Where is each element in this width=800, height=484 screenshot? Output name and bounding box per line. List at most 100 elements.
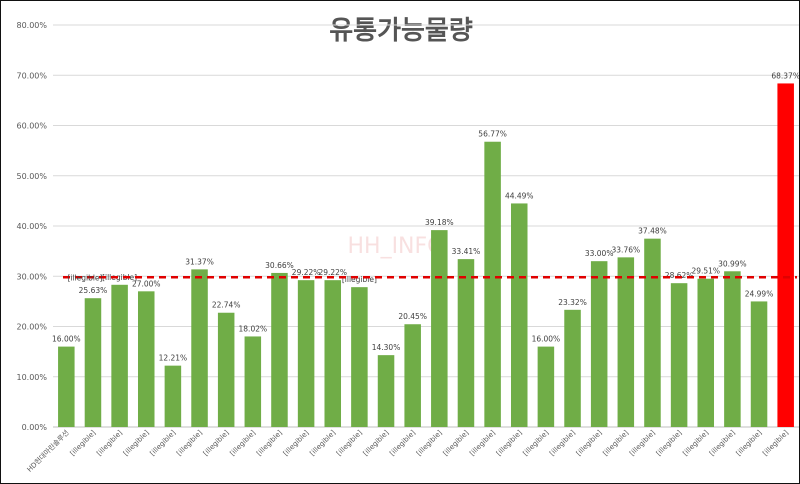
data-label: 24.99% (745, 289, 774, 298)
bar (351, 287, 368, 427)
bar (404, 324, 421, 427)
data-label: 27.00% (132, 279, 161, 288)
bar (724, 271, 741, 427)
average-line: [illegible] (63, 273, 797, 282)
y-tick-label: 80.00% (16, 21, 47, 30)
x-tick-label: [illegible] (575, 429, 604, 458)
y-tick-label: 30.00% (16, 272, 47, 281)
x-tick-label: [illegible] (655, 429, 684, 458)
data-label: 29.22% (292, 268, 321, 277)
y-tick-label: 20.00% (16, 323, 47, 332)
y-tick-label: 0.00% (22, 423, 48, 432)
bar (58, 346, 75, 427)
x-tick-label: [illegible] (255, 429, 284, 458)
data-label: 30.99% (718, 259, 747, 268)
bar (670, 283, 688, 427)
x-tick-label: [illegible] (388, 429, 417, 458)
y-tick-label: 10.00% (16, 373, 47, 382)
bar (271, 272, 288, 427)
y-tick-label: 70.00% (16, 71, 47, 80)
bar (697, 278, 715, 427)
x-tick-label: [illegible] (442, 429, 471, 458)
data-label: [illegible] (102, 273, 137, 282)
x-tick-label: [illegible] (175, 429, 204, 458)
data-label: 56.77% (478, 130, 507, 139)
bar (644, 238, 661, 427)
data-label: 22.74% (212, 301, 241, 310)
data-label: 44.49% (505, 191, 534, 200)
data-label: 68.37% (771, 71, 800, 80)
data-label: 16.00% (532, 335, 561, 344)
x-tick-label: [illegible] (601, 429, 630, 458)
bar (137, 291, 155, 427)
y-tick-label: 60.00% (16, 122, 47, 131)
x-tick-label: [illegible] (228, 429, 257, 458)
bar (111, 284, 128, 427)
data-label: 28.62% (665, 271, 694, 280)
x-tick-label: [illegible] (735, 429, 764, 458)
bar (324, 280, 342, 427)
bar (510, 203, 528, 427)
x-tick-label: [illegible] (495, 429, 524, 458)
data-label: 33.76% (612, 245, 641, 254)
data-label: 18.02% (239, 324, 268, 333)
x-tick-label: [illegible] (282, 429, 311, 458)
x-tick-label: [illegible] (761, 429, 790, 458)
bar (484, 141, 501, 427)
x-tick-label: [illegible] (522, 429, 551, 458)
data-label: 23.32% (558, 298, 587, 307)
bar (590, 261, 608, 427)
data-label: 29.51% (691, 267, 720, 276)
data-label: 20.45% (398, 312, 427, 321)
x-tick-label: [illegible] (415, 429, 444, 458)
x-tick-label: [illegible] (362, 429, 391, 458)
x-tick-label: [illegible] (202, 429, 231, 458)
x-tick-label: [illegible] (468, 429, 497, 458)
data-label: 12.21% (159, 354, 188, 363)
data-label: 33.41% (452, 247, 481, 256)
data-label: 14.30% (372, 343, 401, 352)
data-label: 39.18% (425, 218, 454, 227)
data-label: 29.22% (318, 268, 347, 277)
x-tick-label: [illegible] (548, 429, 577, 458)
bar (750, 301, 768, 427)
x-tick-label: [illegible] (149, 429, 178, 458)
data-label: 31.37% (185, 257, 214, 266)
data-label: 37.48% (638, 227, 667, 236)
bars (58, 83, 794, 428)
data-label: 25.63% (79, 286, 108, 295)
data-label: 16.00% (52, 335, 81, 344)
x-tick-label: HD현대마린솔루션 (25, 428, 71, 474)
data-label: [illegible] (342, 275, 377, 284)
bar (164, 365, 182, 427)
bar (191, 269, 208, 427)
data-label: 30.66% (265, 261, 294, 270)
bar (564, 309, 581, 427)
x-tick-label: [illegible] (681, 429, 710, 458)
x-tick-label: [illegible] (122, 429, 151, 458)
x-tick-label: [illegible] (708, 429, 737, 458)
bar (217, 312, 235, 427)
average-line-label: [illegible] (67, 273, 102, 282)
data-label: 33.00% (585, 249, 614, 258)
x-tick-label: [illegible] (69, 429, 98, 458)
y-tick-label: 50.00% (16, 172, 47, 181)
chart-title: 유통가능물량 (329, 16, 473, 46)
watermark: HH_INFO (347, 234, 444, 259)
bar (431, 230, 448, 427)
bar (244, 336, 262, 427)
bar (537, 346, 555, 427)
x-axis: HD현대마린솔루션[illegible][illegible][illegibl… (25, 428, 790, 474)
x-tick-label: [illegible] (308, 429, 337, 458)
bar (297, 280, 315, 427)
bar (377, 355, 395, 427)
x-tick-label: [illegible] (95, 429, 124, 458)
data-labels: 16.00%25.63%[illegible]27.00%12.21%31.37… (52, 71, 800, 363)
x-tick-label: [illegible] (628, 429, 657, 458)
bar (617, 257, 635, 427)
bar (84, 298, 102, 427)
x-tick-label: [illegible] (335, 429, 364, 458)
bar (777, 83, 794, 428)
